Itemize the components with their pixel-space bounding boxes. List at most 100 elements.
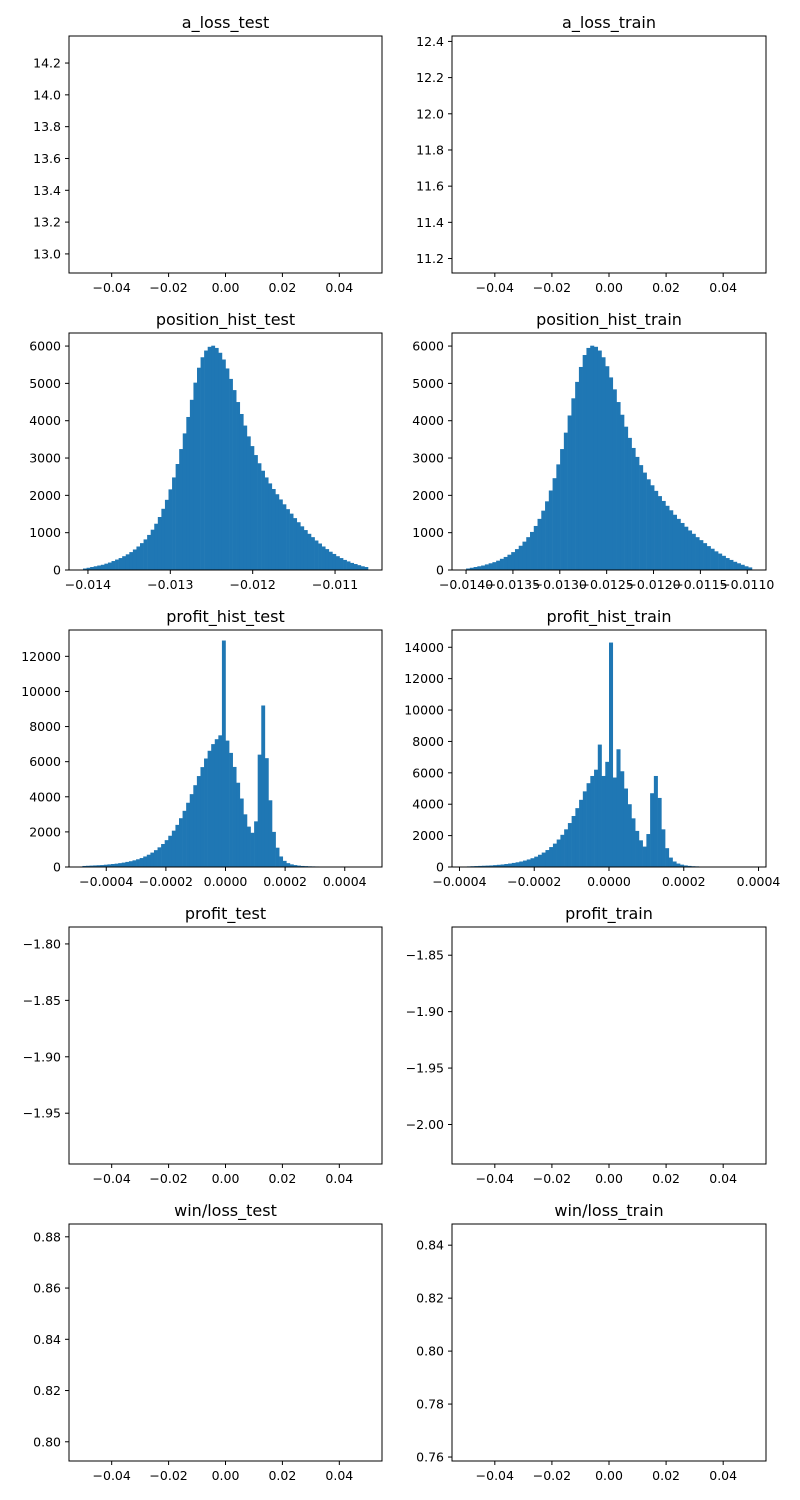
axes-frame bbox=[451, 1223, 767, 1462]
histogram-bar bbox=[612, 389, 617, 570]
histogram-bar bbox=[560, 449, 565, 570]
histogram-bar bbox=[343, 559, 347, 570]
histogram-bar bbox=[179, 449, 184, 570]
histogram-bar bbox=[154, 523, 159, 570]
histogram-bar bbox=[232, 766, 237, 867]
histogram-bar bbox=[296, 522, 301, 570]
histogram-bar bbox=[590, 775, 595, 867]
histogram-bar bbox=[82, 865, 87, 867]
x-tick-label: −0.04 bbox=[93, 1468, 131, 1483]
x-tick-label: −0.02 bbox=[533, 280, 571, 295]
histogram-bar bbox=[571, 815, 576, 867]
histogram-bar bbox=[672, 861, 677, 867]
y-tick-label: 11.4 bbox=[416, 215, 444, 230]
x-tick-label: 0.0004 bbox=[737, 874, 781, 889]
histogram-bar bbox=[143, 539, 148, 570]
x-tick-label: 0.04 bbox=[325, 1171, 353, 1186]
x-tick-label: 0.04 bbox=[325, 1468, 353, 1483]
x-tick-label: 0.02 bbox=[652, 1468, 680, 1483]
y-tick-label: 12.4 bbox=[416, 34, 444, 49]
histogram-bar bbox=[736, 563, 741, 570]
histogram-bar bbox=[485, 865, 490, 867]
y-tick-label: 12.2 bbox=[416, 70, 444, 85]
histogram-bar bbox=[272, 831, 276, 867]
y-tick-label: 12.0 bbox=[416, 106, 444, 121]
histogram-bar bbox=[207, 346, 212, 570]
histogram-bar bbox=[567, 415, 572, 570]
x-tick-label: 0.02 bbox=[268, 1171, 296, 1186]
histogram-bar bbox=[197, 367, 201, 570]
histogram-bar bbox=[278, 499, 283, 570]
histogram-bar bbox=[93, 865, 98, 867]
histogram-bar bbox=[744, 566, 749, 570]
histogram-bar bbox=[609, 642, 614, 867]
histogram-bar bbox=[537, 854, 543, 867]
x-tick-label: −0.0110 bbox=[720, 577, 774, 592]
axes-frame bbox=[68, 332, 383, 571]
histogram-bar bbox=[549, 847, 554, 867]
subplot-win-loss-test: win/loss_test −0.04 −0.02 0.00 0.02 0.04 0.80 0… bbox=[33, 1201, 383, 1483]
histogram-bar bbox=[128, 861, 133, 867]
x-tick-label: 0.0000 bbox=[204, 874, 248, 889]
histogram-bar bbox=[239, 413, 244, 570]
y-tick-label: −1.90 bbox=[23, 1049, 61, 1064]
subplot-profit-train: profit_train −0.04 −0.02 0.00 0.02 0.04 −2.00 −… bbox=[406, 904, 767, 1186]
histogram-bar bbox=[586, 783, 591, 867]
histogram-bar bbox=[268, 800, 273, 867]
histogram-bar bbox=[627, 804, 632, 867]
histogram-bar bbox=[293, 518, 298, 570]
histogram-bar bbox=[157, 517, 162, 570]
histogram-bar bbox=[507, 554, 512, 570]
histogram-bar bbox=[541, 852, 546, 867]
y-tick-label: 4000 bbox=[29, 413, 61, 428]
histogram-bar bbox=[556, 839, 561, 867]
histogram-bar bbox=[243, 425, 248, 570]
histogram-bar bbox=[489, 865, 494, 867]
x-tick-label: 0.0002 bbox=[263, 874, 307, 889]
histogram-bar bbox=[250, 446, 255, 570]
y-tick-label: 0.80 bbox=[33, 1434, 61, 1449]
x-tick-label: −0.02 bbox=[533, 1468, 571, 1483]
x-tick-label: 0.02 bbox=[652, 1171, 680, 1186]
histogram-bar bbox=[346, 561, 351, 570]
y-tick-label: 2000 bbox=[29, 488, 61, 503]
y-tick-label: 0.84 bbox=[33, 1332, 61, 1347]
histogram-bar bbox=[182, 433, 187, 570]
histogram-bar bbox=[157, 847, 162, 867]
histogram-bar bbox=[635, 830, 640, 867]
histogram-bar bbox=[204, 350, 208, 570]
histogram-bar bbox=[232, 390, 237, 570]
histogram-bar bbox=[300, 865, 305, 867]
y-tick-label: 0 bbox=[53, 860, 61, 875]
x-tick-label: −0.0115 bbox=[673, 577, 727, 592]
histogram-bar bbox=[691, 533, 696, 570]
histogram-bar bbox=[518, 545, 523, 570]
histogram-bar bbox=[530, 858, 535, 867]
y-tick-label: −1.80 bbox=[23, 936, 61, 951]
histogram-bar bbox=[289, 864, 294, 867]
histogram-bar bbox=[496, 864, 501, 867]
x-tick-label: 0.0002 bbox=[662, 874, 706, 889]
histogram-bar bbox=[153, 850, 158, 867]
histogram-bar bbox=[275, 847, 280, 867]
histogram-bar bbox=[196, 776, 201, 867]
x-tick-label: −0.0135 bbox=[486, 577, 540, 592]
y-tick-label: 0 bbox=[53, 563, 61, 578]
histogram-bar bbox=[243, 814, 248, 867]
histogram-bar bbox=[537, 518, 542, 570]
histogram-bar bbox=[254, 821, 258, 867]
y-tick-label: 2000 bbox=[412, 488, 444, 503]
histogram-bar bbox=[503, 556, 508, 570]
histogram-bar bbox=[725, 558, 730, 570]
histogram-bar bbox=[579, 799, 584, 867]
histogram-bar bbox=[578, 366, 583, 570]
y-tick-label: 2000 bbox=[29, 824, 61, 839]
histogram-bar bbox=[161, 844, 165, 867]
histogram-bar bbox=[339, 558, 344, 570]
y-tick-label: 12000 bbox=[404, 671, 444, 686]
histogram-bar bbox=[526, 859, 531, 867]
histogram-bar bbox=[567, 823, 572, 867]
histogram-bar bbox=[93, 566, 98, 570]
histogram-bar bbox=[530, 531, 535, 570]
histogram-bar bbox=[289, 513, 294, 570]
